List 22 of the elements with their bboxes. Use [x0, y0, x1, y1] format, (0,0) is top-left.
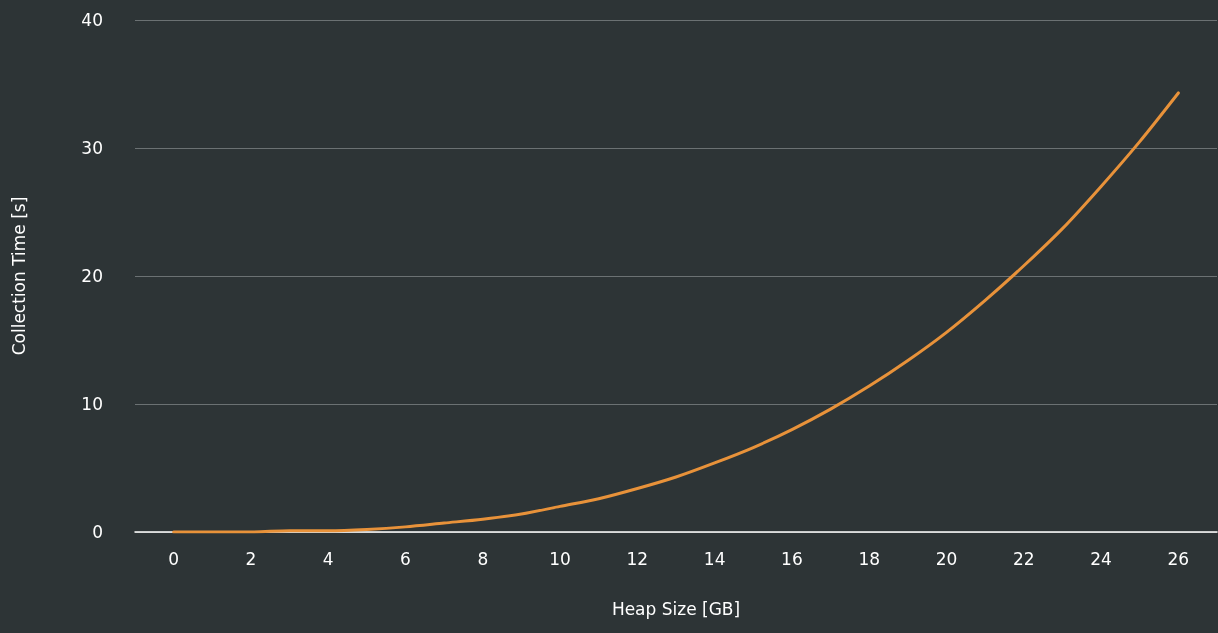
y-tick-label: 20	[81, 266, 103, 286]
x-tick-label: 8	[477, 548, 489, 569]
x-tick-label: 26	[1167, 548, 1190, 569]
x-tick-label: 22	[1012, 548, 1035, 569]
y-tick-label: 0	[92, 522, 103, 542]
y-axis-title: Collection Time [s]	[8, 196, 29, 356]
y-tick-label: 10	[81, 394, 103, 414]
x-tick-label: 0	[168, 548, 180, 569]
line-series	[172, 91, 1180, 534]
x-tick-label: 18	[858, 548, 881, 569]
y-tick-label: 30	[81, 138, 103, 158]
x-tick-label: 14	[703, 548, 726, 569]
x-tick-label: 24	[1090, 548, 1112, 569]
x-tick-label: 12	[626, 548, 649, 569]
x-tick-label: 16	[781, 548, 803, 569]
x-axis-title: Heap Size [GB]	[611, 598, 741, 619]
x-tick-label: 20	[935, 548, 958, 569]
x-tick-label: 6	[400, 548, 411, 569]
x-tick-label: 10	[549, 548, 571, 569]
x-tick-label: 2	[245, 548, 257, 569]
x-tick-label: 4	[322, 548, 334, 569]
y-tick-label: 40	[81, 10, 103, 30]
